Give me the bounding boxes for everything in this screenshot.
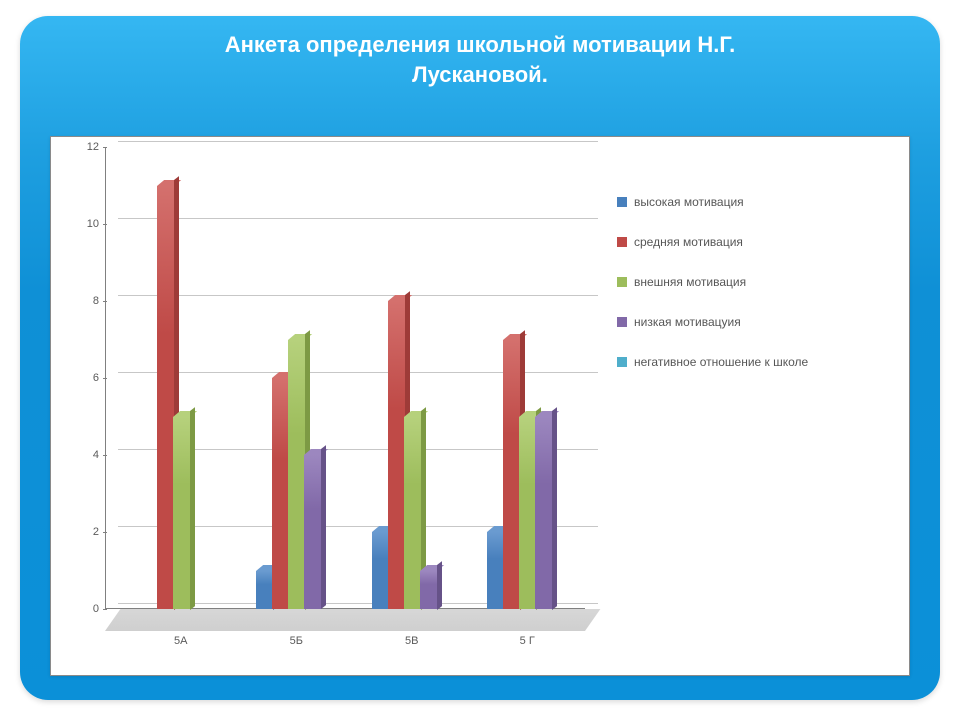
- legend-swatch: [617, 357, 627, 367]
- legend-swatch: [617, 277, 627, 287]
- title-line-1: Анкета определения школьной мотивации Н.…: [60, 30, 900, 60]
- bar: [404, 417, 421, 610]
- legend-label: высокая мотивация: [634, 195, 744, 209]
- bar-group: 5Б: [239, 340, 355, 610]
- chart-inner: 024681012 5А5Б5В5 Г высокая мотивация сре…: [77, 147, 899, 649]
- bar: [420, 571, 437, 610]
- y-axis-label: 12: [87, 141, 99, 153]
- bar-group: 5 Г: [470, 340, 586, 610]
- bar-front: [487, 532, 504, 609]
- legend-item: средняя мотивация: [617, 235, 808, 249]
- bar: [519, 417, 536, 610]
- bar: [372, 532, 389, 609]
- plot-area: 024681012 5А5Б5В5 Г: [105, 147, 585, 631]
- bar-side: [190, 407, 195, 609]
- bar: [189, 608, 206, 609]
- plot-floor: [105, 609, 600, 631]
- bar: [388, 301, 405, 609]
- bar: [157, 186, 174, 610]
- bar: [487, 532, 504, 609]
- legend-item: негативное отношение к школе: [617, 355, 808, 369]
- y-tick: [103, 609, 107, 610]
- bar-front: [503, 340, 520, 610]
- y-axis-label: 4: [93, 449, 99, 461]
- bar-front: [157, 186, 174, 610]
- legend-swatch: [617, 197, 627, 207]
- bar: [256, 571, 273, 610]
- y-axis-label: 8: [93, 295, 99, 307]
- bar-front: [420, 571, 437, 610]
- legend-swatch: [617, 237, 627, 247]
- legend-item: внешняя мотивация: [617, 275, 808, 289]
- legend: высокая мотивация средняя мотивация внешня…: [617, 195, 808, 395]
- bar-front: [304, 455, 321, 609]
- bar-side: [437, 561, 442, 609]
- bar: [304, 455, 321, 609]
- slide-title: Анкета определения школьной мотивации Н.…: [20, 16, 940, 95]
- bar: [173, 417, 190, 610]
- bar-front: [519, 417, 536, 610]
- bar: [436, 608, 453, 609]
- bar-front: [288, 340, 305, 610]
- y-axis-label: 10: [87, 218, 99, 230]
- bar-group: 5В: [354, 301, 470, 609]
- bar-groups: 5А5Б5В5 Г: [105, 147, 585, 609]
- bar-front: [256, 571, 273, 610]
- grid-line: [118, 141, 598, 142]
- bar-front: [272, 378, 289, 609]
- bar-front: [173, 417, 190, 610]
- x-axis-label: 5В: [405, 635, 418, 647]
- legend-label: негативное отношение к школе: [634, 355, 808, 369]
- y-axis-label: 0: [93, 603, 99, 615]
- bar-front: [535, 417, 552, 610]
- bar-group: 5А: [123, 186, 239, 610]
- bar-side: [552, 407, 557, 609]
- slide-container: Анкета определения школьной мотивации Н.…: [20, 16, 940, 700]
- bar: [272, 378, 289, 609]
- bar: [535, 417, 552, 610]
- title-line-2: Лускановой.: [60, 60, 900, 90]
- legend-item: низкая мотивацуия: [617, 315, 808, 329]
- bar: [320, 608, 337, 609]
- x-axis-label: 5Б: [290, 635, 303, 647]
- legend-swatch: [617, 317, 627, 327]
- bar: [503, 340, 520, 610]
- legend-label: низкая мотивацуия: [634, 315, 741, 329]
- bar: [205, 608, 222, 609]
- bar-front: [372, 532, 389, 609]
- y-axis-label: 6: [93, 372, 99, 384]
- x-axis-label: 5 Г: [520, 635, 535, 647]
- bar-side: [321, 445, 326, 609]
- chart-panel: 024681012 5А5Б5В5 Г высокая мотивациясре…: [50, 136, 910, 676]
- bar: [551, 608, 568, 609]
- x-axis-label: 5А: [174, 635, 187, 647]
- bar: [288, 340, 305, 610]
- bar-front: [404, 417, 421, 610]
- y-axis-label: 2: [93, 526, 99, 538]
- bar: [141, 608, 158, 609]
- bar-front: [388, 301, 405, 609]
- legend-label: внешняя мотивация: [634, 275, 746, 289]
- legend-label: средняя мотивация: [634, 235, 743, 249]
- legend-item: высокая мотивация: [617, 195, 808, 209]
